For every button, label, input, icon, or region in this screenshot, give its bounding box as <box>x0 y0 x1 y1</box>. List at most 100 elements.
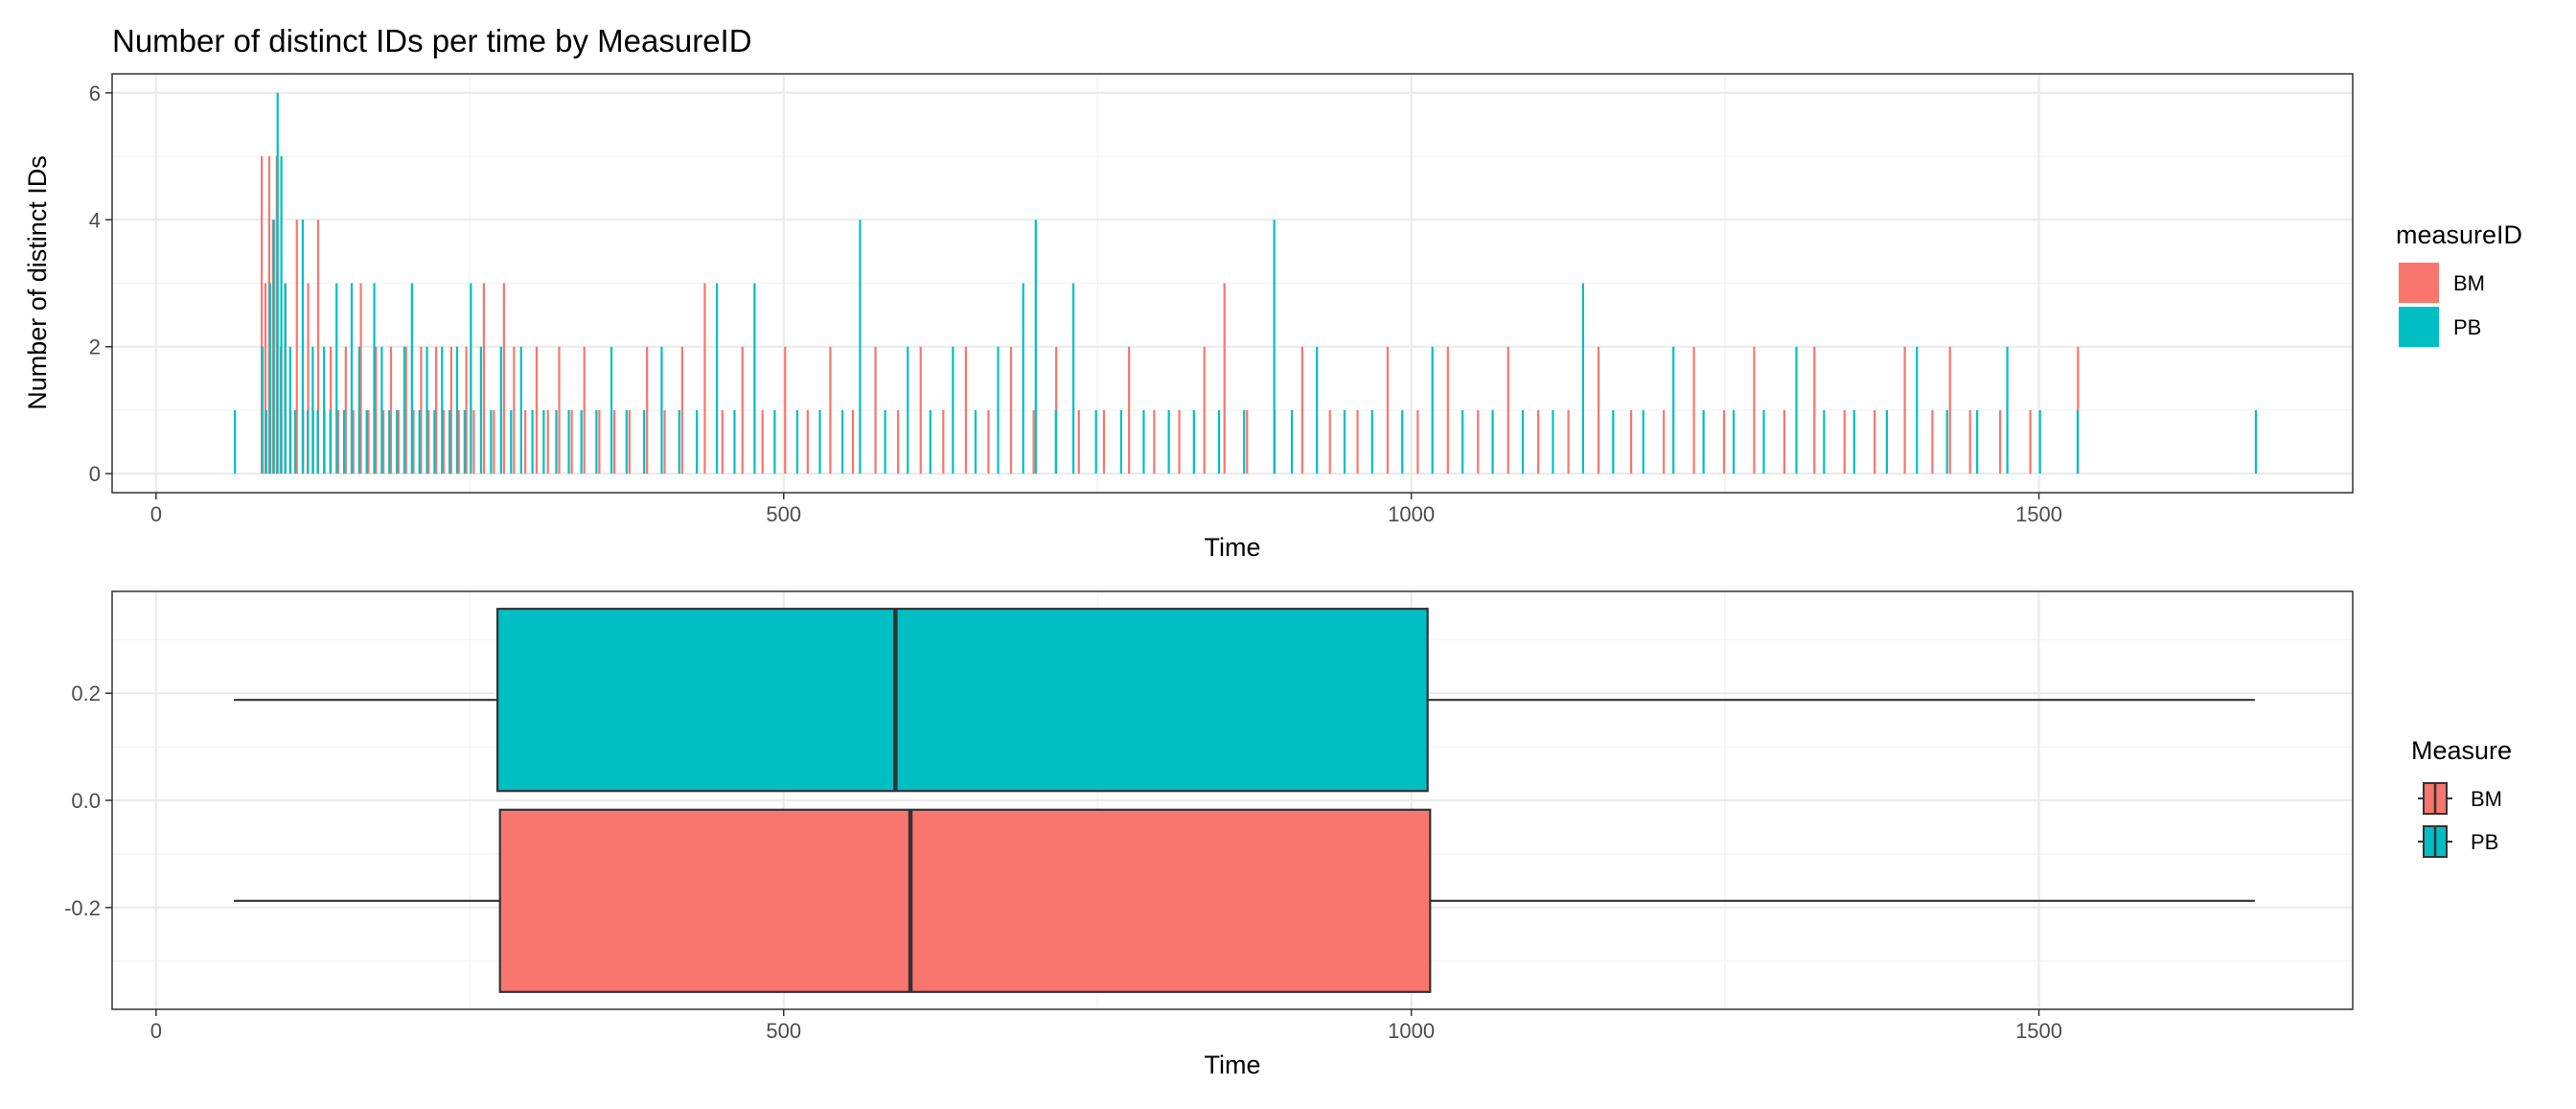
bar-pb <box>284 283 287 474</box>
bar-pb <box>1094 409 1097 474</box>
bar-pb <box>1581 283 1584 474</box>
bar-bm <box>1328 409 1331 474</box>
top-bars <box>234 92 2258 474</box>
bar-bm <box>897 409 900 474</box>
bar-bm <box>1663 409 1666 474</box>
bar-pb <box>343 409 346 474</box>
bar-pb <box>316 409 319 474</box>
top-x-tick-label: 500 <box>766 502 801 526</box>
bar-pb <box>1491 409 1494 474</box>
bar-pb <box>373 283 376 474</box>
bar-pb <box>272 219 275 474</box>
bar-bm <box>1178 409 1181 474</box>
bottom-x-axis-label: Time <box>1205 1051 1261 1079</box>
bar-bm <box>449 346 452 474</box>
bar-pb <box>625 409 628 474</box>
bar-pb <box>610 346 613 474</box>
bar-bm <box>583 346 586 474</box>
bar-bm <box>1223 283 1226 474</box>
bar-bm <box>472 409 475 474</box>
bar-pb <box>1431 346 1434 474</box>
legend-label-box-pb: PB <box>2471 830 2498 854</box>
bar-bm <box>367 409 370 474</box>
bar-bm <box>352 409 355 474</box>
bar-bm <box>389 346 393 474</box>
bar-bm <box>1102 409 1106 474</box>
box-pb <box>496 608 1429 793</box>
bar-bm <box>761 409 764 474</box>
bar-pb <box>1273 219 1276 474</box>
bottom-x-tick-label: 1000 <box>1388 1019 1435 1043</box>
top-gridlines <box>112 74 2353 493</box>
bar-pb <box>499 346 502 474</box>
bar-pb <box>997 346 1000 474</box>
bar-pb <box>441 346 444 474</box>
bar-pb <box>418 409 421 474</box>
bar-bm <box>570 409 573 474</box>
bar-pb <box>1167 409 1170 474</box>
bar-pb <box>1343 409 1346 474</box>
bar-bm <box>741 346 744 474</box>
bar-pb <box>1142 409 1145 474</box>
bar-pb <box>1732 409 1736 474</box>
bar-pb <box>1672 346 1675 474</box>
top-chart: Number of distinct IDs per time by Measu… <box>23 23 2522 562</box>
bar-bm <box>2029 409 2032 474</box>
legend-label-bm: BM <box>2453 271 2485 295</box>
top-y-tick-label: 4 <box>89 208 101 232</box>
bar-pb <box>555 409 558 474</box>
bar-pb <box>288 346 291 474</box>
bar-pb <box>1072 283 1075 474</box>
bar-bm <box>513 346 516 474</box>
bar-bm <box>1782 409 1785 474</box>
bar-pb <box>1119 409 1122 474</box>
bar-bm <box>1446 346 1449 474</box>
bar-bm <box>1128 346 1131 474</box>
bar-bm <box>1692 346 1695 474</box>
bottom-y-tick-label: 0.2 <box>71 682 101 705</box>
bar-bm <box>465 346 468 474</box>
legend-label-pb: PB <box>2453 315 2481 339</box>
bar-bm <box>1567 409 1570 474</box>
bar-pb <box>1316 346 1319 474</box>
bottom-y-tick-label: 0.0 <box>71 789 101 813</box>
top-legend-title: measureID <box>2396 220 2522 249</box>
bar-bm <box>1931 409 1934 474</box>
bar-bm <box>336 409 340 474</box>
bottom-y-tick-label: -0.2 <box>64 896 101 920</box>
bar-pb <box>463 409 466 474</box>
bar-pb <box>426 346 428 474</box>
bar-bm <box>260 156 264 474</box>
top-x-axis-label: Time <box>1205 533 1261 562</box>
bar-pb <box>1034 219 1037 474</box>
bar-bm <box>1753 346 1756 474</box>
bar-bm <box>502 283 505 474</box>
bar-pb <box>1290 409 1294 474</box>
bar-bm <box>412 409 415 474</box>
top-legend: measureID BM PB <box>2396 220 2522 347</box>
bar-pb <box>1521 409 1525 474</box>
bar-bm <box>1246 409 1249 474</box>
bar-bm <box>598 409 601 474</box>
bar-bm <box>1386 346 1390 474</box>
top-y-ticks: 0 2 4 6 <box>89 81 112 486</box>
bar-pb <box>276 92 279 474</box>
top-x-tick-label: 1500 <box>2015 502 2062 526</box>
bottom-y-ticks: 0.2 0.0 -0.2 <box>64 682 112 920</box>
bar-pb <box>1192 409 1195 474</box>
bar-bm <box>646 346 649 474</box>
bar-pb <box>907 346 909 474</box>
bar-pb <box>1702 409 1705 474</box>
bar-bm <box>1537 409 1540 474</box>
bar-pb <box>1823 409 1826 474</box>
bar-pb <box>1370 409 1373 474</box>
bar-pb <box>773 409 776 474</box>
bar-bm <box>680 346 683 474</box>
bar-pb <box>335 283 338 474</box>
bar-bm <box>382 409 385 474</box>
bar-pb <box>1762 409 1765 474</box>
bottom-x-ticks: 0 500 1000 1500 <box>150 1009 2062 1043</box>
bar-bm <box>806 409 809 474</box>
bar-bm <box>1999 409 2002 474</box>
bar-bm <box>397 409 400 474</box>
